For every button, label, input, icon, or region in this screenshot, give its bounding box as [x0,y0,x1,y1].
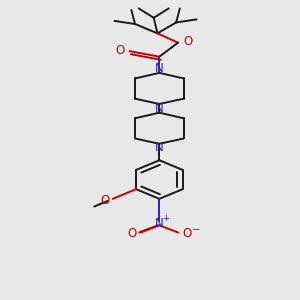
Text: N: N [155,217,164,230]
Text: O: O [101,194,110,207]
Text: N: N [155,141,164,154]
Text: O: O [182,227,192,241]
Text: +: + [163,214,170,223]
Text: O: O [184,34,193,48]
Text: N: N [155,101,164,115]
Text: −: − [192,225,200,235]
Text: O: O [115,44,124,57]
Text: N: N [155,62,164,75]
Text: O: O [127,227,136,241]
